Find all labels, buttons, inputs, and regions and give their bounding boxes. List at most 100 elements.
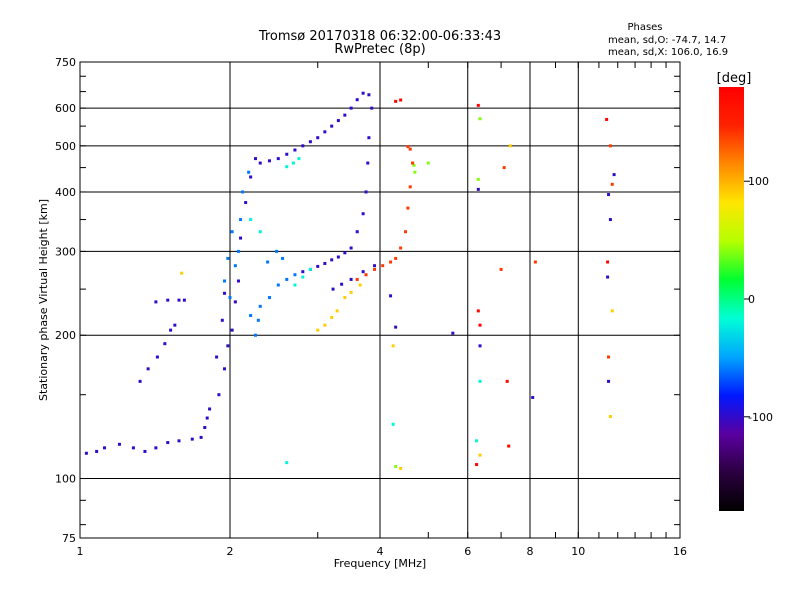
echo-point bbox=[182, 298, 186, 302]
echo-point bbox=[408, 147, 412, 151]
echo-point bbox=[293, 273, 297, 277]
colorbar bbox=[719, 87, 744, 511]
echo-point bbox=[610, 182, 614, 186]
echo-point bbox=[323, 323, 327, 327]
y-axis-label: Stationary phase Virtual Height [km] bbox=[37, 199, 50, 401]
chart-subtitle: RwPretec (8p) bbox=[334, 42, 425, 57]
echo-point bbox=[336, 119, 340, 123]
echo-point bbox=[154, 300, 158, 304]
echo-point bbox=[608, 414, 612, 418]
echo-point bbox=[399, 466, 403, 470]
echo-point bbox=[612, 173, 616, 177]
echo-point bbox=[258, 161, 262, 165]
y-tick-label: 300 bbox=[55, 245, 76, 258]
echo-point bbox=[285, 461, 289, 465]
echo-point bbox=[230, 230, 234, 234]
echo-point bbox=[413, 170, 417, 174]
echo-point bbox=[335, 309, 339, 313]
echo-point bbox=[217, 393, 221, 397]
echo-point bbox=[361, 91, 365, 95]
echo-point bbox=[606, 260, 610, 264]
echo-point bbox=[355, 230, 359, 234]
echo-point bbox=[475, 463, 479, 467]
data-points bbox=[84, 91, 616, 470]
echo-point bbox=[391, 422, 395, 426]
echo-point bbox=[478, 379, 482, 383]
echo-point bbox=[476, 187, 480, 191]
echo-point bbox=[476, 177, 480, 181]
echo-point bbox=[389, 260, 393, 264]
echo-point bbox=[166, 298, 170, 302]
echo-point bbox=[84, 451, 88, 455]
echo-point bbox=[607, 379, 611, 383]
echo-point bbox=[301, 144, 305, 148]
echo-point bbox=[394, 464, 398, 468]
echo-point bbox=[199, 435, 203, 439]
echo-point bbox=[533, 260, 537, 264]
echo-point bbox=[364, 273, 368, 277]
echo-point bbox=[364, 190, 368, 194]
echo-point bbox=[610, 309, 614, 313]
echo-point bbox=[285, 152, 289, 156]
echo-point bbox=[308, 140, 312, 144]
echo-point bbox=[340, 282, 344, 286]
echo-point bbox=[373, 264, 377, 268]
echo-point bbox=[236, 249, 240, 253]
echo-point bbox=[285, 277, 289, 281]
echo-point bbox=[391, 344, 395, 348]
echo-point bbox=[226, 256, 230, 260]
echo-point bbox=[117, 442, 121, 446]
echo-point bbox=[370, 106, 374, 110]
echo-point bbox=[426, 161, 430, 165]
y-tick-label: 200 bbox=[55, 329, 76, 342]
echo-point bbox=[233, 300, 237, 304]
echo-point bbox=[226, 344, 230, 348]
echo-point bbox=[367, 93, 371, 97]
echo-point bbox=[476, 103, 480, 107]
echo-point bbox=[343, 296, 347, 300]
echo-point bbox=[239, 218, 243, 222]
echo-point bbox=[205, 416, 209, 420]
echo-point bbox=[267, 159, 271, 163]
echo-point bbox=[367, 136, 371, 140]
echo-point bbox=[249, 175, 253, 179]
echo-point bbox=[146, 367, 150, 371]
echo-point bbox=[281, 256, 285, 260]
echo-point bbox=[249, 314, 253, 318]
echo-point bbox=[478, 453, 482, 457]
echo-point bbox=[154, 446, 158, 450]
echo-point bbox=[173, 323, 177, 327]
echo-point bbox=[394, 99, 398, 103]
echo-point bbox=[258, 304, 262, 308]
echo-point bbox=[239, 236, 243, 240]
echo-point bbox=[169, 328, 173, 332]
echo-point bbox=[293, 148, 297, 152]
echo-point bbox=[531, 395, 535, 399]
echo-point bbox=[394, 325, 398, 329]
x-tick-label: 8 bbox=[527, 545, 534, 558]
chart-title: Tromsø 20170318 06:32:00-06:33:43 bbox=[258, 29, 501, 44]
echo-point bbox=[249, 218, 253, 222]
echo-point bbox=[403, 230, 407, 234]
echo-point bbox=[301, 275, 305, 279]
echo-point bbox=[478, 117, 482, 121]
echo-point bbox=[301, 270, 305, 274]
x-tick-label: 1 bbox=[77, 545, 84, 558]
echo-point bbox=[236, 279, 240, 283]
echo-point bbox=[247, 170, 251, 174]
echo-point bbox=[330, 258, 334, 262]
echo-point bbox=[508, 144, 512, 148]
echo-point bbox=[361, 270, 365, 274]
echo-point bbox=[408, 185, 412, 189]
echo-point bbox=[275, 249, 279, 253]
echo-point bbox=[256, 318, 260, 322]
echo-point bbox=[608, 144, 612, 148]
echo-point bbox=[180, 271, 184, 275]
echo-point bbox=[253, 333, 257, 337]
colorbar-ticks: 100 0 -100 bbox=[744, 175, 773, 424]
echo-point bbox=[361, 212, 365, 216]
echo-point bbox=[399, 246, 403, 250]
echo-point bbox=[293, 283, 297, 287]
stats-line-o: mean, sd,O: -74.7, 14.7 bbox=[608, 35, 726, 46]
